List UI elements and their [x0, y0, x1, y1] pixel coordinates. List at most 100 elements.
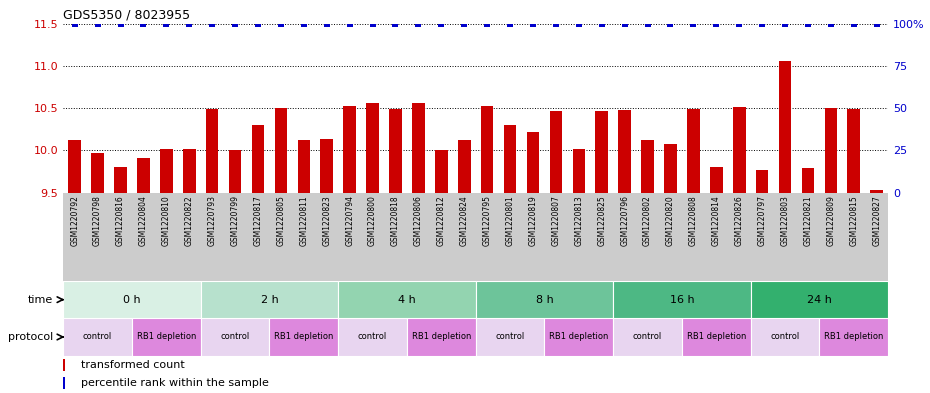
Text: 4 h: 4 h: [398, 295, 416, 305]
Point: [342, 20, 357, 27]
Text: GSM1220809: GSM1220809: [827, 195, 835, 246]
Point: [823, 20, 838, 27]
Bar: [573, 149, 585, 193]
Text: RB1 depletion: RB1 depletion: [686, 332, 746, 342]
Bar: [183, 149, 195, 193]
Bar: [458, 140, 471, 193]
Bar: [321, 140, 333, 193]
Bar: [201, 281, 339, 318]
Bar: [63, 318, 132, 356]
Text: GSM1220800: GSM1220800: [368, 195, 377, 246]
Text: GSM1220811: GSM1220811: [299, 195, 309, 246]
Point: [732, 20, 747, 27]
Text: GSM1220822: GSM1220822: [185, 195, 193, 246]
Text: GSM1220796: GSM1220796: [620, 195, 629, 246]
Point: [457, 20, 472, 27]
Text: RB1 depletion: RB1 depletion: [412, 332, 471, 342]
Bar: [339, 318, 407, 356]
Text: GSM1220804: GSM1220804: [139, 195, 148, 246]
Point: [870, 20, 884, 27]
Bar: [642, 140, 654, 193]
Bar: [595, 110, 608, 193]
Bar: [274, 108, 287, 193]
Bar: [114, 167, 126, 193]
Bar: [229, 151, 242, 193]
Bar: [63, 281, 201, 318]
Bar: [343, 107, 356, 193]
Text: 8 h: 8 h: [536, 295, 553, 305]
Bar: [481, 106, 494, 193]
Point: [136, 20, 151, 27]
Bar: [63, 359, 65, 371]
Bar: [613, 281, 751, 318]
Text: protocol: protocol: [8, 332, 53, 342]
Bar: [550, 110, 563, 193]
Text: control: control: [633, 332, 662, 342]
Bar: [132, 318, 201, 356]
Text: GSM1220816: GSM1220816: [116, 195, 125, 246]
Text: control: control: [770, 332, 800, 342]
Text: GSM1220820: GSM1220820: [666, 195, 675, 246]
Bar: [733, 107, 746, 193]
Bar: [366, 103, 379, 193]
Bar: [476, 318, 544, 356]
Text: time: time: [28, 295, 53, 305]
Text: percentile rank within the sample: percentile rank within the sample: [82, 378, 270, 388]
Bar: [160, 149, 173, 193]
Text: GSM1220812: GSM1220812: [437, 195, 445, 246]
Point: [411, 20, 426, 27]
Bar: [435, 151, 447, 193]
Bar: [847, 109, 860, 193]
Bar: [137, 158, 150, 193]
Bar: [544, 318, 613, 356]
Point: [182, 20, 197, 27]
Bar: [751, 318, 819, 356]
Text: RB1 depletion: RB1 depletion: [824, 332, 884, 342]
Point: [549, 20, 564, 27]
Bar: [69, 140, 81, 193]
Bar: [206, 109, 219, 193]
Bar: [63, 377, 65, 389]
Text: RB1 depletion: RB1 depletion: [549, 332, 608, 342]
Point: [754, 20, 769, 27]
Point: [686, 20, 701, 27]
Bar: [756, 170, 768, 193]
Bar: [270, 318, 339, 356]
Text: RB1 depletion: RB1 depletion: [274, 332, 334, 342]
Bar: [825, 108, 837, 193]
Point: [90, 20, 105, 27]
Text: 24 h: 24 h: [807, 295, 831, 305]
Point: [365, 20, 380, 27]
Point: [571, 20, 586, 27]
Text: 16 h: 16 h: [670, 295, 694, 305]
Bar: [91, 153, 104, 193]
Point: [205, 20, 219, 27]
Text: GSM1220810: GSM1220810: [162, 195, 171, 246]
Text: GSM1220799: GSM1220799: [231, 195, 240, 246]
Text: GSM1220802: GSM1220802: [643, 195, 652, 246]
Bar: [819, 318, 888, 356]
Point: [388, 20, 403, 27]
Bar: [389, 109, 402, 193]
Text: GSM1220815: GSM1220815: [849, 195, 858, 246]
Text: GSM1220819: GSM1220819: [528, 195, 538, 246]
Text: GSM1220793: GSM1220793: [207, 195, 217, 246]
Text: GSM1220825: GSM1220825: [597, 195, 606, 246]
Bar: [298, 140, 310, 193]
Text: GSM1220807: GSM1220807: [551, 195, 561, 246]
Text: control: control: [220, 332, 250, 342]
Text: GSM1220795: GSM1220795: [483, 195, 492, 246]
Text: GSM1220806: GSM1220806: [414, 195, 423, 246]
Text: GSM1220814: GSM1220814: [711, 195, 721, 246]
Text: RB1 depletion: RB1 depletion: [137, 332, 196, 342]
Bar: [682, 318, 751, 356]
Point: [159, 20, 174, 27]
Bar: [710, 167, 723, 193]
Point: [525, 20, 540, 27]
Text: control: control: [358, 332, 387, 342]
Point: [250, 20, 265, 27]
Point: [594, 20, 609, 27]
Bar: [201, 318, 270, 356]
Text: GSM1220801: GSM1220801: [506, 195, 514, 246]
Bar: [526, 132, 539, 193]
